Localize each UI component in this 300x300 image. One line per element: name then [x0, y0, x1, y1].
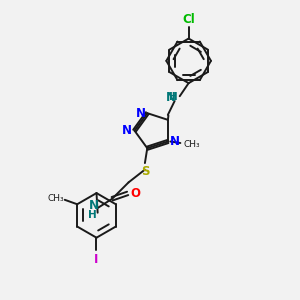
Text: CH₃: CH₃	[183, 140, 200, 149]
Text: H: H	[169, 92, 178, 102]
Text: O: O	[130, 187, 140, 200]
Text: N: N	[122, 124, 132, 137]
Text: CH₃: CH₃	[47, 194, 64, 203]
Text: Cl: Cl	[182, 13, 195, 26]
Text: N: N	[136, 107, 146, 120]
Text: I: I	[94, 253, 99, 266]
Text: H: H	[88, 210, 97, 220]
Text: N: N	[89, 199, 99, 212]
Text: N: N	[170, 135, 180, 148]
Text: N: N	[166, 91, 176, 103]
Text: S: S	[141, 165, 149, 178]
